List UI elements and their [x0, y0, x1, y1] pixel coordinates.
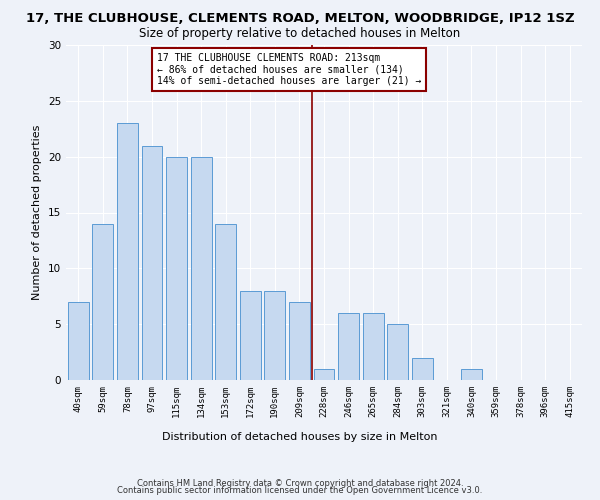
Bar — [265, 290, 286, 380]
Text: 17 THE CLUBHOUSE CLEMENTS ROAD: 213sqm
← 86% of detached houses are smaller (134: 17 THE CLUBHOUSE CLEMENTS ROAD: 213sqm ←… — [157, 53, 421, 86]
Bar — [289, 302, 310, 380]
Bar — [314, 369, 334, 380]
Bar — [92, 224, 113, 380]
Text: Size of property relative to detached houses in Melton: Size of property relative to detached ho… — [139, 28, 461, 40]
Bar — [461, 369, 482, 380]
Bar — [387, 324, 408, 380]
Text: Contains public sector information licensed under the Open Government Licence v3: Contains public sector information licen… — [118, 486, 482, 495]
Bar — [215, 224, 236, 380]
Bar — [240, 290, 261, 380]
Bar — [142, 146, 163, 380]
Bar — [338, 313, 359, 380]
Text: Contains HM Land Registry data © Crown copyright and database right 2024.: Contains HM Land Registry data © Crown c… — [137, 478, 463, 488]
Y-axis label: Number of detached properties: Number of detached properties — [32, 125, 43, 300]
Bar — [191, 156, 212, 380]
Text: 17, THE CLUBHOUSE, CLEMENTS ROAD, MELTON, WOODBRIDGE, IP12 1SZ: 17, THE CLUBHOUSE, CLEMENTS ROAD, MELTON… — [26, 12, 574, 26]
Bar — [117, 123, 138, 380]
Bar — [68, 302, 89, 380]
Bar — [412, 358, 433, 380]
Text: Distribution of detached houses by size in Melton: Distribution of detached houses by size … — [162, 432, 438, 442]
Bar — [166, 156, 187, 380]
Bar — [362, 313, 383, 380]
